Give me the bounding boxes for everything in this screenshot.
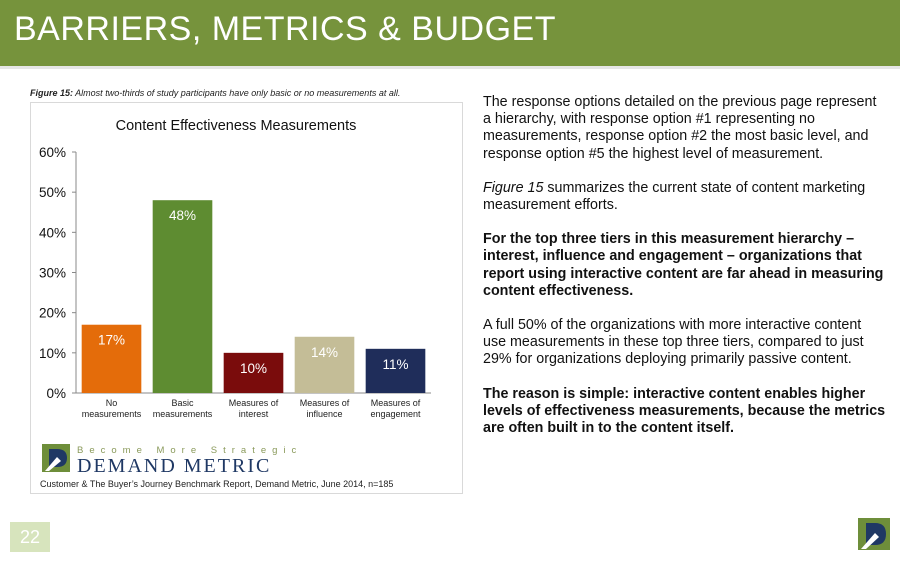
x-tick-label: Basic (171, 398, 194, 408)
bar (223, 352, 284, 393)
figure-label: Figure 15: (30, 88, 74, 98)
data-label: 14% (311, 345, 338, 360)
x-tick-label: influence (306, 409, 342, 419)
brand-block: Become More Strategic DEMAND METRIC (41, 443, 301, 483)
chart-title: Content Effectiveness Measurements (116, 118, 357, 134)
x-tick-label: Measures of (229, 398, 279, 408)
brand-name: DEMAND METRIC (77, 455, 272, 477)
page-title: BARRIERS, METRICS & BUDGET (14, 10, 556, 48)
source-note: Customer & The Buyer’s Journey Benchmark… (40, 479, 394, 489)
paragraph-2-text: summarizes the current state of content … (483, 179, 866, 214)
brand-tagline: Become More Strategic (77, 445, 303, 456)
figure-caption: Figure 15: Almost two-thirds of study pa… (30, 88, 450, 98)
data-label: 48% (169, 208, 196, 223)
bar (365, 348, 426, 393)
demand-metric-logo-icon (42, 444, 70, 472)
bar (152, 200, 213, 393)
bar (294, 336, 355, 393)
header-banner: BARRIERS, METRICS & BUDGET (0, 0, 900, 69)
y-tick-label: 60% (39, 145, 66, 160)
figure-caption-text: Almost two-thirds of study participants … (73, 88, 401, 98)
x-tick-label: interest (239, 409, 269, 419)
x-tick-label: engagement (370, 409, 421, 419)
bar-chart: Content Effectiveness Measurements 0% 10%… (39, 118, 431, 419)
paragraph-2: Figure 15 summarizes the current state o… (483, 180, 888, 214)
y-tick-label: 30% (39, 266, 66, 281)
data-label: 11% (382, 357, 408, 372)
data-label: 17% (98, 333, 125, 348)
paragraph-4: A full 50% of the organizations with mor… (483, 317, 864, 368)
y-tick-label: 10% (39, 346, 66, 361)
paragraph-3: For the top three tiers in this measurem… (483, 231, 884, 299)
x-tick-label: measurements (153, 409, 213, 419)
x-tick-label: Measures of (300, 398, 350, 408)
data-label: 10% (240, 361, 267, 376)
figure-reference: Figure 15 (483, 179, 544, 196)
body-text: The response options detailed on the pre… (483, 94, 888, 454)
y-tick-label: 20% (39, 306, 66, 321)
paragraph-5: The reason is simple: interactive conten… (483, 385, 886, 437)
y-tick-label: 50% (39, 185, 66, 200)
bar (81, 324, 142, 393)
x-tick-label: Measures of (371, 398, 421, 408)
paragraph-1: The response options detailed on the pre… (483, 94, 877, 162)
page-number: 22 (10, 522, 50, 552)
y-tick-label: 0% (46, 386, 66, 401)
chart-panel: Content Effectiveness Measurements 0% 10%… (30, 102, 463, 494)
x-tick-label: measurements (82, 409, 142, 419)
y-tick-label: 40% (39, 225, 66, 240)
demand-metric-logo-icon (858, 518, 890, 550)
x-tick-label: No (106, 398, 118, 408)
